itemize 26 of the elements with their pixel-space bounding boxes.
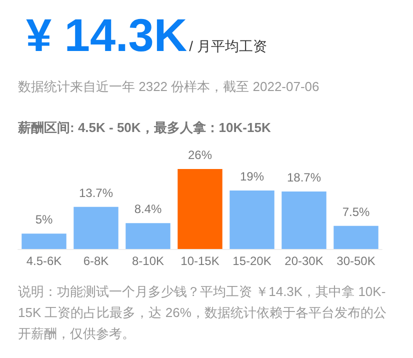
data-label: 13.7%: [78, 186, 114, 200]
x-tick-label: 6-8K: [83, 254, 109, 268]
x-tick-label: 4.5-6K: [26, 254, 62, 268]
bar: [22, 234, 66, 249]
bar: [230, 190, 274, 249]
x-tick-label: 8-10K: [132, 254, 164, 268]
text: 数据统计来自近一年 2322 份样本，截至 2022-07-06: [18, 78, 320, 96]
x-tick-label: 20-30K: [284, 254, 324, 268]
x-tick-label: 15-20K: [232, 254, 272, 268]
bar: [74, 206, 118, 249]
bar: [126, 223, 170, 249]
chart-subtitle: / 月平均工资: [189, 38, 267, 54]
x-tick-label: 10-15K: [180, 254, 220, 268]
x-tick-label: 30-50K: [336, 254, 376, 268]
bar: [334, 226, 378, 249]
data-label: 8.4%: [134, 202, 162, 216]
data-label: 5%: [35, 212, 53, 227]
data-label: 19%: [240, 170, 264, 184]
bar: [178, 169, 222, 249]
data-label: 26%: [188, 148, 212, 162]
text: 薪酬区间: 4.5K - 50K，最多人拿：10K-15K: [18, 119, 271, 137]
text: 说明：功能测试一个月多少钱？平均工资 ￥14.3K，其中拿 10K-15K 工资的占比最多，达 26%，数据统计依赖于各平台发布的公开薪酬，仅供参考。: [18, 283, 388, 343]
bar: [282, 191, 326, 249]
chart-title: ¥ 14.3K: [26, 9, 188, 61]
data-label: 18.7%: [286, 170, 322, 184]
data-label: 7.5%: [342, 204, 370, 219]
